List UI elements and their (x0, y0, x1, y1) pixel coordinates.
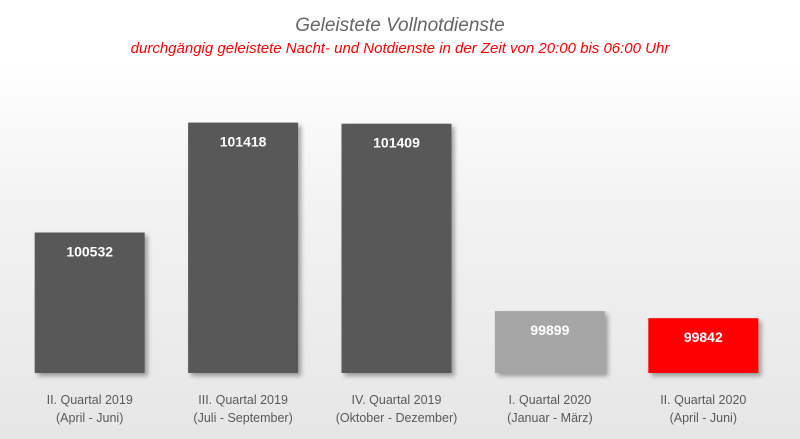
category-sublabel: (April - Juni) (56, 411, 123, 425)
bar (34, 232, 145, 373)
category-sublabel: (Oktober - Dezember) (336, 411, 458, 425)
bars-group: 100532 II. Quartal 2019 (April - Juni) 1014… (34, 122, 759, 425)
bar-value-label: 100532 (66, 244, 113, 260)
category-label: III. Quartal 2019 (198, 393, 288, 407)
bar (188, 122, 299, 373)
chart-subtitle: durchgängig geleistete Nacht- und Notdie… (131, 40, 671, 57)
category-label: IV. Quartal 2019 (352, 393, 442, 407)
category-label: II. Quartal 2019 (47, 393, 133, 407)
bar-value-label: 99899 (530, 322, 569, 338)
bar-value-label: 101409 (373, 135, 420, 151)
bar (341, 123, 452, 373)
category-sublabel: (Juli - September) (193, 411, 292, 425)
chart-title: Geleistete Vollnotdienste (295, 15, 504, 36)
bar-value-label: 101418 (220, 134, 267, 150)
bar (494, 311, 605, 373)
category-sublabel: (April - Juni) (670, 411, 737, 425)
bar (648, 318, 759, 373)
bar-value-label: 99842 (684, 329, 723, 345)
category-sublabel: (Januar - März) (507, 411, 592, 425)
category-label: I. Quartal 2020 (509, 393, 592, 407)
category-label: II. Quartal 2020 (660, 393, 746, 407)
